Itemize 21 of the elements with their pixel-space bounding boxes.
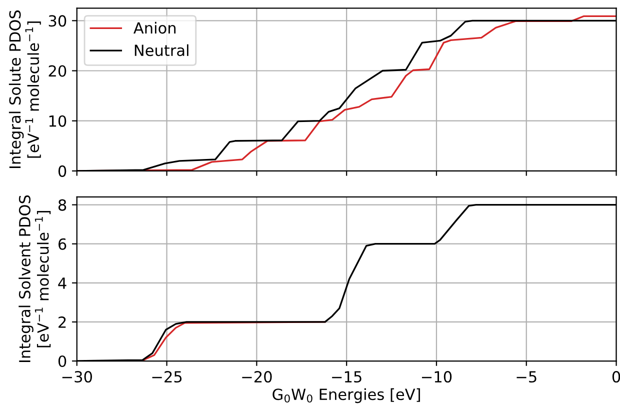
x-tick-label: −30 (62, 371, 92, 383)
y-axis-title: Integral Solvent PDOS [eV$^{−1}$ molecule$^{−1}$] (18, 195, 51, 362)
x-tick-label: −20 (242, 371, 272, 383)
y-tick-label: 30 (48, 15, 66, 27)
legend-label: Neutral (134, 44, 188, 56)
x-tick-label: −5 (516, 371, 536, 383)
y-tick-label: 8 (58, 199, 66, 211)
y-tick-label: 6 (58, 238, 66, 250)
y-tick-label: 0 (58, 165, 66, 177)
y-tick-label: 10 (49, 115, 66, 127)
y-tick-label: 0 (58, 355, 66, 368)
legend-label: Anion (134, 22, 176, 34)
x-axis-title: G$_{0}$W$_{0}$ Energies [eV] (272, 388, 420, 404)
y-tick-label: 2 (58, 316, 66, 328)
x-tick-label: 0 (612, 371, 620, 383)
x-tick-label: −10 (422, 371, 452, 383)
y-tick-label: 20 (48, 65, 66, 77)
y-tick-label: 4 (58, 278, 66, 289)
x-tick-label: −15 (332, 371, 362, 383)
x-tick-label: −25 (152, 371, 182, 383)
y-axis-title: Integral Solute PDOS [eV$^{−1}$ molecule$^{−1}$] (8, 10, 41, 168)
